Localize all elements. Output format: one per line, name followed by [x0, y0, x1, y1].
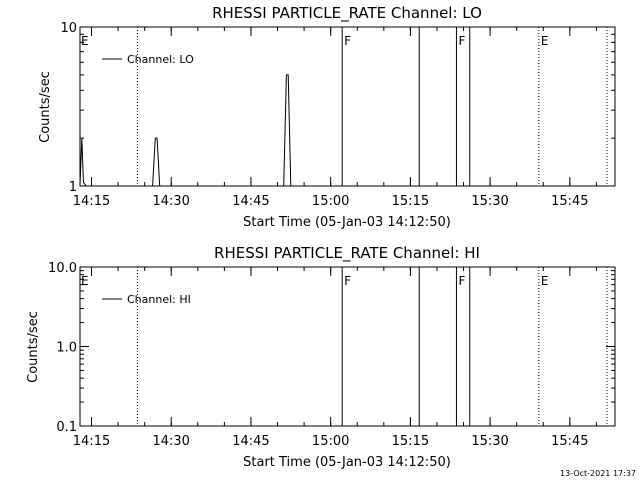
hi-x-tick-label-4: 15:15 [392, 434, 429, 449]
lo-x-tick-label-2: 14:45 [232, 194, 269, 209]
hi-y-tick-label-2: 10.0 [48, 261, 77, 276]
hi-chart-title: RHESSI PARTICLE_RATE Channel: HI [214, 244, 480, 263]
lo-series-line-0 [79, 74, 292, 187]
footer-timestamp: 13-Oct-2021 17:37 [560, 469, 636, 478]
lo-y-tick-label-0: 1 [69, 180, 77, 195]
lo-event-marker-label-1: F [344, 34, 351, 48]
lo-chart-title: RHESSI PARTICLE_RATE Channel: LO [212, 4, 482, 23]
hi-start-marker-label: E [81, 274, 89, 288]
hi-y-tick-label-1: 1.0 [56, 341, 77, 356]
hi-channel-panel: RHESSI PARTICLE_RATE Channel: HI Start T… [26, 244, 616, 470]
lo-legend-label: Channel: LO [127, 53, 194, 66]
hi-y-axis-label: Counts/sec [26, 311, 41, 383]
hi-legend-label: Channel: HI [127, 293, 191, 306]
lo-y-tick-label-1: 10 [60, 21, 77, 36]
lo-x-tick-label-5: 15:30 [471, 194, 508, 209]
hi-x-tick-label-2: 14:45 [232, 434, 269, 449]
lo-x-tick-label-3: 15:00 [312, 194, 349, 209]
lo-event-marker-label-5: E [541, 34, 549, 48]
hi-x-tick-label-1: 14:30 [152, 434, 189, 449]
hi-x-axis-label: Start Time (05-Jan-03 14:12:50) [243, 455, 451, 470]
hi-y-tick-label-0: 0.1 [56, 420, 77, 435]
hi-event-marker-label-5: E [541, 274, 549, 288]
lo-event-marker-label-3: F [458, 34, 465, 48]
hi-x-tick-label-3: 15:00 [312, 434, 349, 449]
lo-x-axis-label: Start Time (05-Jan-03 14:12:50) [243, 215, 451, 230]
lo-plot-frame [79, 26, 616, 187]
hi-event-marker-label-1: F [344, 274, 351, 288]
lo-x-tick-label-1: 14:30 [152, 194, 189, 209]
lo-x-tick-label-6: 15:45 [551, 194, 588, 209]
lo-x-tick-label-4: 15:15 [392, 194, 429, 209]
hi-x-tick-label-5: 15:30 [471, 434, 508, 449]
hi-x-tick-label-6: 15:45 [551, 434, 588, 449]
lo-start-marker-label: E [81, 34, 89, 48]
lo-x-tick-label-0: 14:15 [73, 194, 110, 209]
hi-x-tick-label-0: 14:15 [73, 434, 110, 449]
lo-y-axis-label: Counts/sec [38, 71, 53, 143]
hi-event-marker-label-3: F [458, 274, 465, 288]
lo-channel-panel: RHESSI PARTICLE_RATE Channel: LO Start T… [38, 4, 616, 230]
